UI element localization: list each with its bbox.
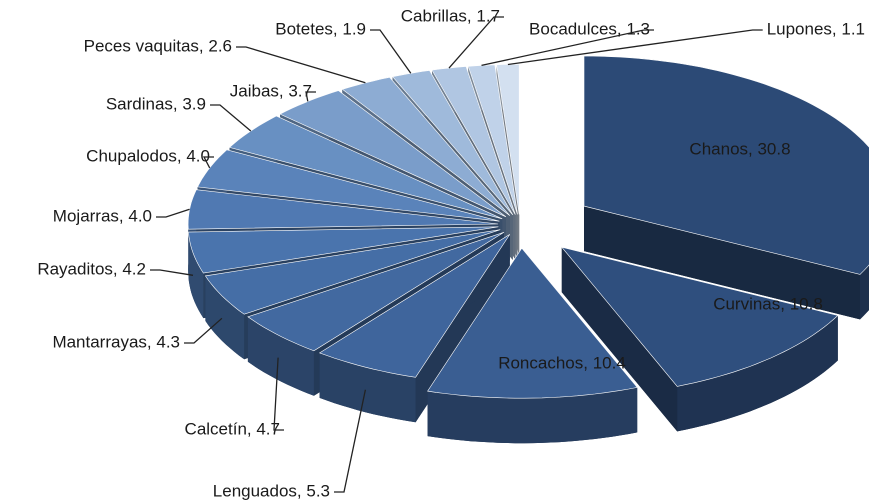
- slice-top: [560, 246, 839, 387]
- leader-line: [156, 208, 190, 218]
- data-label: Curvinas, 10.8: [713, 294, 823, 313]
- leader-line: [507, 29, 763, 66]
- leader-line: [334, 389, 367, 493]
- slice-side: [677, 315, 838, 432]
- slice-top: [228, 115, 503, 220]
- slice: [583, 55, 869, 320]
- leader-line: [210, 104, 252, 132]
- slice-top: [247, 232, 505, 352]
- slice-top: [279, 90, 507, 218]
- slice-top: [188, 226, 499, 274]
- data-label: Mantarrayas, 4.3: [52, 332, 180, 351]
- slice-top: [427, 247, 638, 399]
- slice-top: [583, 55, 869, 275]
- slice: [427, 247, 638, 444]
- slice-side: [427, 387, 638, 444]
- slice-side: [205, 275, 245, 360]
- data-label: Botetes, 1.9: [275, 19, 366, 38]
- slice-top: [197, 149, 500, 222]
- data-label: Mojarras, 4.0: [53, 206, 152, 225]
- data-label: Lenguados, 5.3: [213, 481, 330, 500]
- leader-line: [150, 269, 194, 276]
- slice-side: [247, 316, 314, 396]
- leader-line: [202, 156, 214, 169]
- slice-side: [188, 232, 204, 319]
- leader-line: [184, 317, 223, 344]
- data-label: Roncachos, 10.4: [498, 353, 626, 372]
- data-label: Peces vaquitas, 2.6: [84, 36, 232, 55]
- leader-line: [481, 29, 654, 67]
- data-label: Chanos, 30.8: [689, 139, 790, 158]
- data-label: Chupalodos, 4.0: [86, 146, 210, 165]
- leader-line: [273, 357, 284, 431]
- leader-line: [236, 46, 366, 84]
- slice-top: [318, 234, 511, 378]
- leader-line: [370, 29, 412, 74]
- data-label: Calcetín, 4.7: [185, 419, 280, 438]
- data-label: Rayaditos, 4.2: [37, 259, 146, 278]
- slice-cut-face: [561, 247, 678, 432]
- data-label: Cabrillas, 1.7: [401, 6, 500, 25]
- slice-top: [204, 229, 501, 315]
- data-label: Bocadulces, 1.3: [529, 19, 650, 38]
- data-label: Lupones, 1.1: [767, 19, 865, 38]
- leader-line: [448, 16, 504, 69]
- data-label: Jaibas, 3.7: [230, 81, 312, 100]
- leader-line: [305, 91, 316, 102]
- slice-top: [187, 189, 499, 230]
- slice-cut-face: [584, 206, 860, 320]
- slice-side: [319, 352, 416, 423]
- slice: [560, 246, 839, 432]
- data-label: Sardinas, 3.9: [106, 94, 206, 113]
